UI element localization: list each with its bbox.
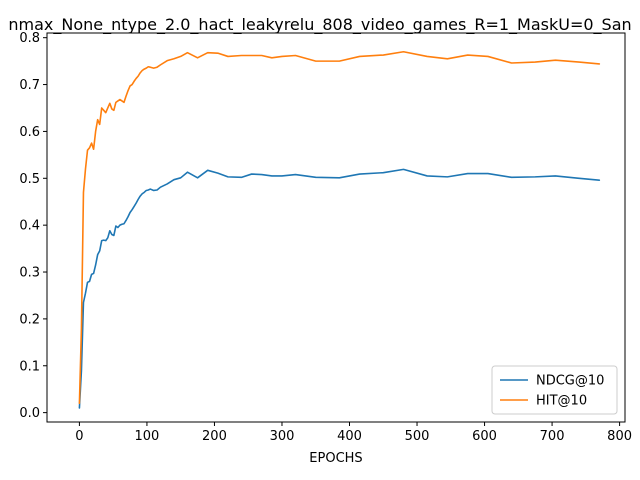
plot-area (78, 50, 601, 409)
series-line-ndcg-10 (78, 168, 601, 409)
legend-label: NDCG@10 (536, 374, 604, 389)
y-tick-label: 0.8 (19, 31, 40, 46)
x-axis: 0 100 200 300 400 500 600 700 800 (75, 422, 632, 444)
series-line-hit-10 (78, 50, 601, 405)
plot-frame (46, 32, 626, 423)
x-tick-label: 500 (405, 429, 430, 444)
y-tick-label: 0.6 (19, 125, 40, 140)
chart-title: nmax_None_ntype_2.0_hact_leakyrelu_808_v… (8, 15, 631, 35)
y-tick-label: 0.3 (19, 266, 40, 281)
legend-box (491, 365, 618, 415)
y-tick-label: 0.7 (19, 78, 40, 93)
x-tick-label: 700 (540, 429, 565, 444)
x-tick-label: 300 (270, 429, 295, 444)
x-tick-label: 800 (607, 429, 632, 444)
x-tick-label: 100 (135, 429, 160, 444)
y-tick-label: 0.4 (19, 219, 40, 234)
y-axis: 0.0 0.1 0.2 0.3 0.4 0.5 0.6 0.7 0.8 (19, 31, 47, 421)
y-tick-label: 0.1 (19, 359, 40, 374)
y-tick-label: 0.5 (19, 172, 40, 187)
x-tick-label: 0 (75, 429, 83, 444)
legend-label: HIT@10 (536, 394, 587, 409)
x-tick-label: 200 (202, 429, 227, 444)
y-tick-label: 0.2 (19, 312, 40, 327)
x-axis-label: EPOCHS (309, 451, 362, 466)
x-tick-label: 400 (337, 429, 362, 444)
x-tick-label: 600 (472, 429, 497, 444)
y-tick-label: 0.0 (19, 406, 40, 421)
legend: NDCG@10 HIT@10 (491, 365, 618, 415)
